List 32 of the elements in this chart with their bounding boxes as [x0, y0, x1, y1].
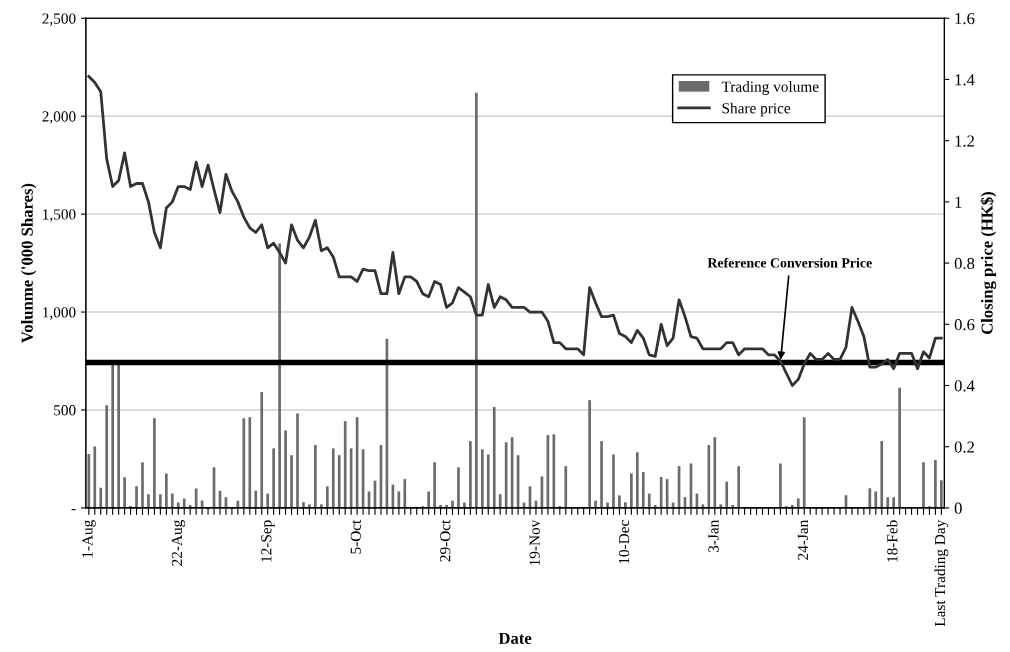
- ref-line-label: Reference Conversion Price: [707, 257, 872, 268]
- y2-tick-label: 0.2: [954, 441, 974, 453]
- y2-tick-label: 1.4: [955, 74, 975, 86]
- y-tick-label: 1,500: [43, 209, 76, 222]
- x-tick-label: 29-Oct: [440, 519, 451, 562]
- y2-tick-label: 0.8: [954, 257, 975, 270]
- y2-axis-title: Closing price (HK$): [980, 192, 997, 335]
- y2-tick-label: 1.6: [955, 13, 975, 25]
- x-tick-label: 12-Sep: [261, 520, 275, 562]
- y2-tick-label: 1: [955, 196, 962, 208]
- x-tick-label: 22-Aug: [171, 520, 186, 566]
- y2-tick-label: 0.6: [954, 318, 975, 331]
- legend-label: Trading volume: [721, 81, 819, 95]
- y2-tick-label: 0: [954, 502, 962, 514]
- x-tick-label: 10-Dec: [618, 520, 630, 564]
- y-tick-label: 2,500: [42, 13, 76, 26]
- x-axis-title: Date: [498, 632, 532, 644]
- x-tick-label: 19-Nov: [529, 519, 540, 566]
- x-tick-label: Last Trading Day: [934, 519, 949, 627]
- y-tick-label: 500: [54, 405, 76, 416]
- x-tick-label: 24-Jan: [797, 519, 809, 560]
- x-tick-label: 18-Feb: [886, 520, 898, 562]
- x-tick-label: 5-Oct: [350, 519, 361, 554]
- legend-label: Share price: [722, 102, 791, 117]
- y2-tick-label: 1.2: [955, 135, 974, 147]
- x-tick-label: 3-Jan: [708, 519, 719, 553]
- y-axis-title: Volunme ('000 Shares): [21, 183, 37, 344]
- y-tick-label: -: [71, 509, 76, 511]
- x-tick-label: 1-Aug: [82, 520, 96, 558]
- y-tick-label: 1,000: [43, 307, 76, 320]
- y2-tick-label: 0.4: [954, 380, 975, 392]
- y-tick-label: 2,000: [42, 111, 76, 124]
